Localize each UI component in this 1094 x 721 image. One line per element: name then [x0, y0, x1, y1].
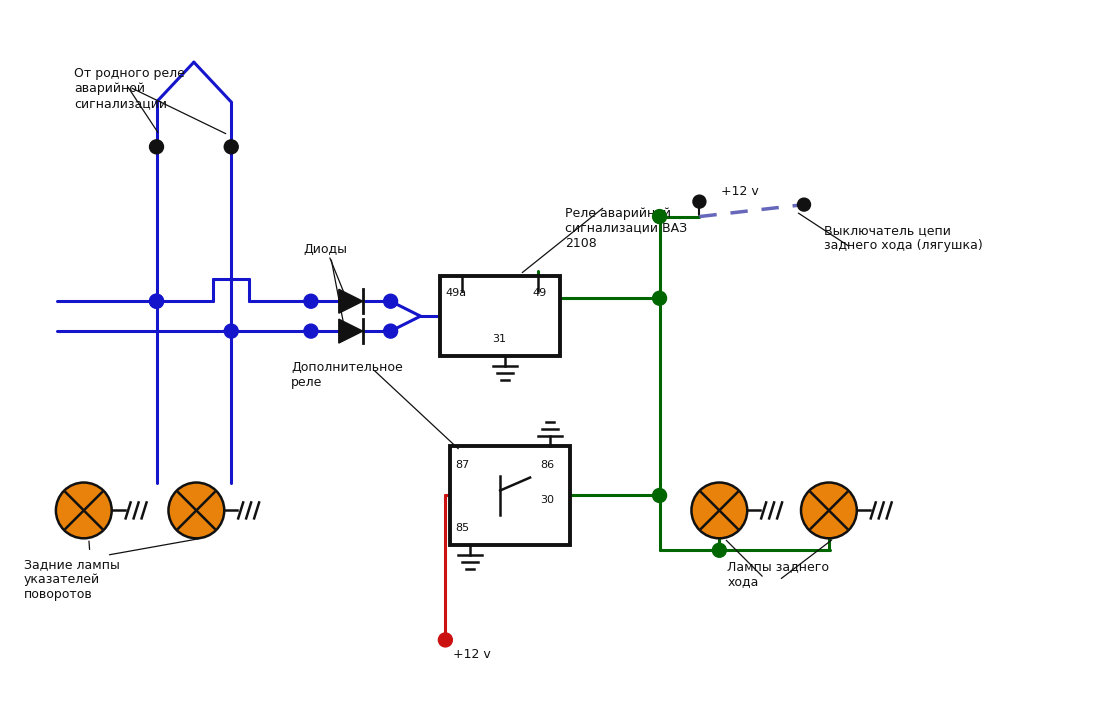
- Text: 30: 30: [540, 495, 554, 505]
- Text: +12 v: +12 v: [453, 648, 491, 661]
- Circle shape: [693, 195, 706, 208]
- Circle shape: [653, 489, 666, 503]
- Text: 87: 87: [455, 459, 469, 469]
- Text: 49a: 49a: [445, 288, 466, 298]
- Circle shape: [304, 324, 318, 338]
- Text: 86: 86: [540, 459, 555, 469]
- Circle shape: [712, 544, 726, 557]
- Circle shape: [384, 294, 397, 308]
- Circle shape: [653, 210, 666, 224]
- Text: Задние лампы
указателей
поворотов: Задние лампы указателей поворотов: [24, 558, 120, 601]
- Circle shape: [798, 198, 811, 211]
- Circle shape: [224, 140, 238, 154]
- Text: 49: 49: [532, 288, 546, 298]
- Bar: [451, 446, 570, 545]
- Text: От родного реле
аварийной
сигнализации: От родного реле аварийной сигнализации: [73, 67, 185, 110]
- Polygon shape: [339, 289, 363, 313]
- Text: 31: 31: [492, 334, 507, 344]
- Circle shape: [150, 294, 163, 308]
- Text: Дополнительное
реле: Дополнительное реле: [291, 361, 403, 389]
- Bar: [441, 276, 560, 356]
- Text: Выключатель цепи
заднего хода (лягушка): Выключатель цепи заднего хода (лягушка): [824, 224, 982, 252]
- Circle shape: [150, 294, 163, 308]
- Circle shape: [168, 482, 224, 539]
- Circle shape: [384, 324, 397, 338]
- Circle shape: [691, 482, 747, 539]
- Text: Реле аварийной
сигнализации ВАЗ
2108: Реле аварийной сигнализации ВАЗ 2108: [565, 207, 687, 249]
- Circle shape: [56, 482, 112, 539]
- Circle shape: [653, 291, 666, 305]
- Circle shape: [224, 324, 238, 338]
- Text: +12 v: +12 v: [721, 185, 759, 198]
- Circle shape: [304, 294, 318, 308]
- Text: Диоды: Диоды: [303, 244, 347, 257]
- Text: 85: 85: [455, 523, 469, 534]
- Text: Лампы заднего
хода: Лампы заднего хода: [728, 560, 829, 588]
- Polygon shape: [339, 319, 363, 343]
- Circle shape: [150, 140, 163, 154]
- Circle shape: [801, 482, 857, 539]
- Circle shape: [439, 633, 452, 647]
